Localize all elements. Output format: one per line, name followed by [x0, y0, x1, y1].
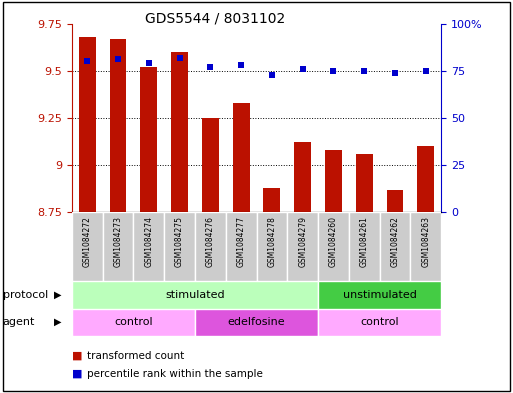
Text: GSM1084276: GSM1084276 [206, 216, 215, 267]
Text: GSM1084273: GSM1084273 [113, 216, 123, 267]
Text: GSM1084279: GSM1084279 [298, 216, 307, 267]
Point [329, 68, 338, 74]
Text: GSM1084278: GSM1084278 [267, 216, 277, 266]
Point [206, 64, 214, 70]
Point [268, 72, 276, 78]
Bar [318, 309, 441, 336]
Bar [349, 212, 380, 281]
Bar [418, 146, 434, 212]
Bar [256, 212, 287, 281]
Text: GSM1084274: GSM1084274 [144, 216, 153, 267]
Bar [294, 142, 311, 212]
Text: ▶: ▶ [54, 290, 62, 300]
Text: ■: ■ [72, 351, 82, 361]
Point [391, 70, 399, 76]
Text: GSM1084261: GSM1084261 [360, 216, 369, 266]
Bar [72, 281, 318, 309]
Bar [79, 37, 95, 212]
Bar [72, 309, 195, 336]
Bar [325, 150, 342, 212]
Text: ▶: ▶ [54, 317, 62, 327]
Bar [264, 188, 280, 212]
Text: control: control [360, 317, 399, 327]
Bar [202, 118, 219, 212]
Text: GSM1084275: GSM1084275 [175, 216, 184, 267]
Bar [287, 212, 318, 281]
Text: GSM1084263: GSM1084263 [421, 216, 430, 267]
Text: GSM1084262: GSM1084262 [390, 216, 400, 266]
Bar [133, 212, 164, 281]
Bar [410, 212, 441, 281]
Bar [110, 39, 126, 212]
Point [83, 58, 91, 64]
Text: protocol: protocol [3, 290, 48, 300]
Text: control: control [114, 317, 153, 327]
Point [145, 60, 153, 66]
Bar [380, 212, 410, 281]
Bar [387, 189, 404, 212]
Point [114, 56, 122, 62]
Bar [195, 309, 318, 336]
Point [422, 68, 430, 74]
Text: GDS5544 / 8031102: GDS5544 / 8031102 [145, 12, 286, 26]
Bar [226, 212, 256, 281]
Point [299, 66, 307, 72]
Text: GSM1084260: GSM1084260 [329, 216, 338, 267]
Text: ■: ■ [72, 369, 82, 379]
Bar [72, 212, 103, 281]
Bar [171, 52, 188, 212]
Bar [318, 281, 441, 309]
Text: edelfosine: edelfosine [228, 317, 285, 327]
Bar [140, 67, 157, 212]
Text: GSM1084272: GSM1084272 [83, 216, 92, 266]
Point [175, 54, 184, 61]
Text: agent: agent [3, 317, 35, 327]
Text: transformed count: transformed count [87, 351, 185, 361]
Text: unstimulated: unstimulated [343, 290, 417, 300]
Bar [164, 212, 195, 281]
Bar [103, 212, 133, 281]
Bar [195, 212, 226, 281]
Point [237, 62, 245, 68]
Point [360, 68, 368, 74]
Text: stimulated: stimulated [165, 290, 225, 300]
Text: GSM1084277: GSM1084277 [236, 216, 246, 267]
Bar [232, 103, 249, 212]
Text: percentile rank within the sample: percentile rank within the sample [87, 369, 263, 379]
Bar [356, 154, 372, 212]
Bar [318, 212, 349, 281]
